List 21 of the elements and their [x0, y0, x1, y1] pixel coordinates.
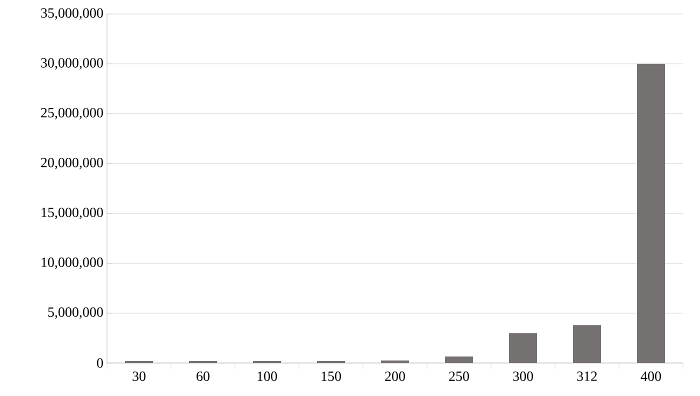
y-tick-label: 20,000,000: [41, 158, 103, 170]
x-tick-label: 100: [258, 372, 277, 381]
x-tick-label: 250: [449, 372, 469, 381]
x-tick-label: 30: [132, 372, 146, 381]
y-tick-label: 0: [97, 358, 103, 368]
y-tick-label: 25,000,000: [41, 108, 103, 120]
x-tick-label: 150: [322, 372, 341, 381]
x-tick-label: 312: [577, 372, 597, 381]
x-tick-label: 200: [385, 372, 405, 381]
x-tick-label: 400: [640, 372, 661, 381]
bar: [509, 333, 538, 363]
y-tick-label: 5,000,000: [48, 307, 103, 319]
bar: [637, 64, 666, 363]
y-tick-label: 35,000,000: [41, 8, 103, 20]
y-tick-label: 10,000,000: [42, 258, 103, 270]
x-tick-label: 60: [196, 372, 210, 381]
y-tick-label: 15,000,000: [42, 208, 103, 220]
y-tick-label: 30,000,000: [41, 58, 103, 70]
x-tick-label: 300: [513, 372, 533, 381]
bar: [573, 325, 602, 363]
bar: [445, 356, 474, 363]
